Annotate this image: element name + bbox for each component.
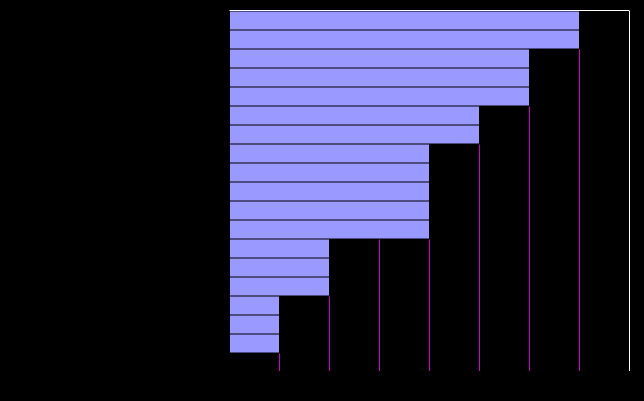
bar-11: [229, 219, 430, 240]
bar-13: [229, 257, 330, 278]
bar-0: [229, 10, 580, 31]
bar-17: [229, 333, 280, 354]
bar-7: [229, 143, 430, 164]
bar-4: [229, 86, 530, 107]
bar-2: [229, 48, 530, 69]
bar-3: [229, 67, 530, 88]
bar-16: [229, 314, 280, 335]
bar-6: [229, 124, 480, 145]
bar-14: [229, 276, 330, 297]
bar-12: [229, 238, 330, 259]
bars-layer: [229, 10, 580, 354]
bar-10: [229, 200, 430, 221]
bar-15: [229, 295, 280, 316]
bar-8: [229, 162, 430, 183]
bar-1: [229, 29, 580, 50]
bar-9: [229, 181, 430, 202]
bar-5: [229, 105, 480, 126]
